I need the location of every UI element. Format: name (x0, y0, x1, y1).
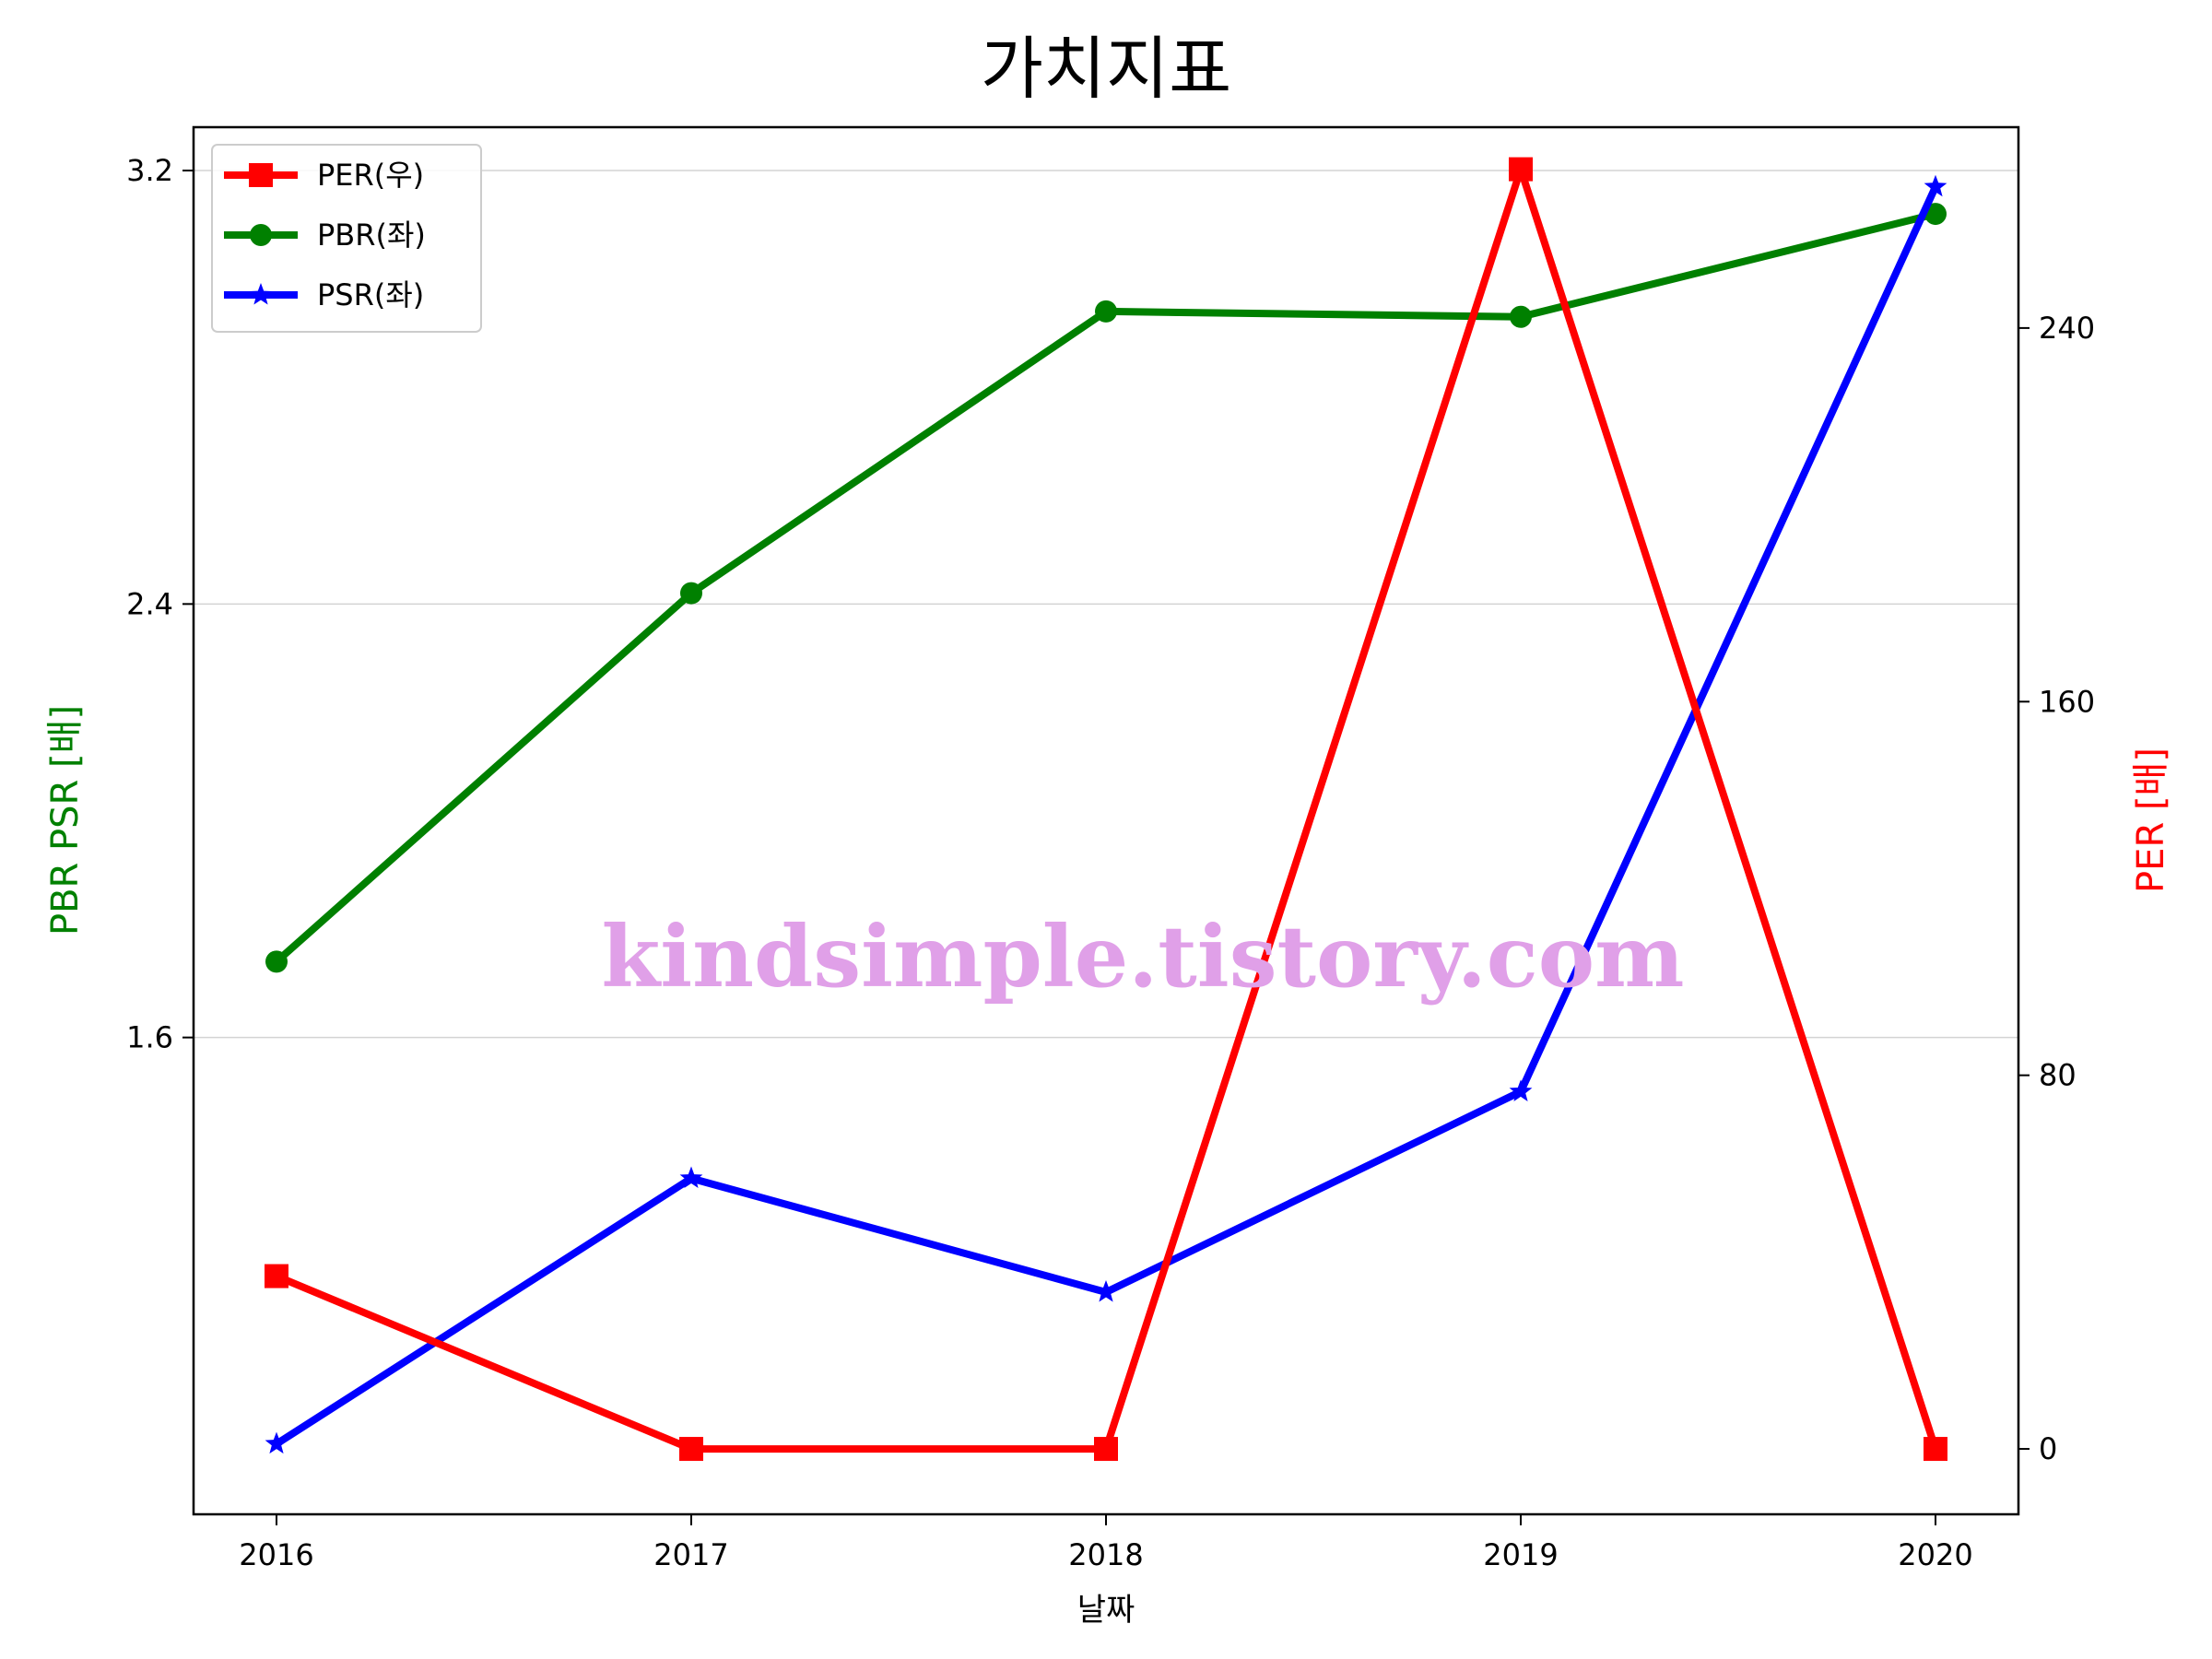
x-tick-label: 2016 (239, 1537, 313, 1572)
data-point (1509, 157, 1533, 182)
legend-label: PBR(좌) (317, 218, 426, 253)
data-point (1510, 305, 1532, 328)
x-tick-label: 2020 (1898, 1537, 1972, 1572)
y-left-tick-label: 2.4 (126, 586, 173, 621)
series-layer (265, 157, 1947, 1462)
x-axis-label: 날짜 (1077, 1592, 1135, 1629)
legend-label: PSR(좌) (317, 277, 424, 312)
data-point (265, 950, 288, 973)
watermark: kindsimple.tistory.com (601, 907, 1684, 1006)
data-point (265, 1431, 288, 1454)
data-point (1509, 1079, 1533, 1101)
series-line (274, 210, 1936, 965)
legend-marker (250, 224, 272, 246)
y-left-tick-label: 1.6 (126, 1020, 173, 1055)
data-point (679, 1166, 703, 1188)
y-left-tick-label: 3.2 (126, 153, 173, 188)
gridlines (194, 170, 2018, 1039)
data-point (1095, 300, 1117, 323)
data-point (265, 1264, 288, 1288)
y-right-tick-label: 160 (2039, 684, 2095, 719)
legend-box (211, 144, 482, 333)
series-1 (265, 203, 1947, 973)
data-point (1094, 1437, 1118, 1462)
data-point (1924, 1437, 1947, 1462)
series-line (274, 185, 1939, 1447)
x-tick-label: 2017 (653, 1537, 728, 1572)
y-right-tick-label: 0 (2039, 1431, 2057, 1466)
data-point (1924, 203, 1947, 226)
series-0 (265, 157, 1947, 1462)
plot-frame (192, 125, 2020, 1516)
series-2 (265, 174, 1947, 1454)
x-tick-label: 2018 (1068, 1537, 1143, 1572)
data-point (679, 1437, 703, 1462)
data-point (680, 582, 702, 605)
legend-label: PER(우) (317, 158, 424, 193)
y-axis-label-left: PBR PSR [배] (44, 705, 87, 935)
chart-title: 가치지표 (981, 29, 1231, 109)
x-tick-label: 2019 (1483, 1537, 1558, 1572)
legend-marker (249, 283, 273, 305)
legend-marker (249, 163, 273, 187)
legend: PER(우) PBR(좌) PSR(좌) (211, 144, 482, 333)
y-right-tick-label: 240 (2039, 311, 2095, 346)
y-right-tick-label: 80 (2039, 1058, 2077, 1093)
data-point (1924, 174, 1947, 197)
y-axis-label-right: PER [배] (2130, 747, 2172, 893)
axes-layer: 1.6 2.4 3.2 0 80 160 240 2016 2017 2018 2019 2020 (126, 153, 2095, 1572)
data-point (1094, 1280, 1118, 1302)
series-line (275, 165, 1939, 1453)
